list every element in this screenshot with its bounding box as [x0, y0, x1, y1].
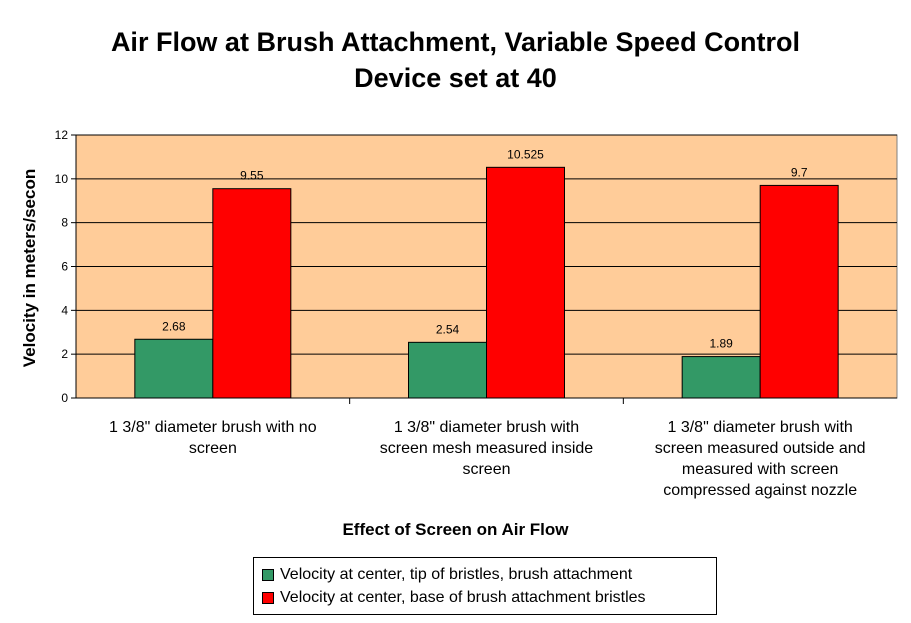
data-label-s1-c0: 9.55 — [240, 169, 264, 183]
data-label-s1-c1: 10.525 — [507, 147, 544, 161]
data-label-s0-c2: 1.89 — [709, 337, 733, 351]
data-label-s0-c0: 2.68 — [162, 319, 186, 333]
y-tick-label-3: 6 — [61, 260, 68, 274]
bar-s1-c1 — [486, 166, 565, 399]
bar-s1-c2 — [759, 184, 839, 399]
legend: Velocity at center, tip of bristles, bru… — [253, 557, 717, 615]
y-tick-label-4: 8 — [61, 216, 68, 230]
x-category-label-2-line-3: compressed against nozzle — [663, 482, 858, 499]
y-axis-title: Velocity in meters/secon — [20, 168, 39, 368]
legend-item-tip: Velocity at center, tip of bristles, bru… — [262, 563, 716, 586]
bar-s1-c0 — [212, 188, 292, 399]
x-category-label-1-line-1: screen mesh measured inside — [379, 440, 594, 457]
y-tick-label-6: 12 — [55, 128, 69, 142]
data-label-s1-c2: 9.7 — [791, 165, 808, 179]
y-tick-label-0: 0 — [61, 391, 68, 405]
y-tick-label-2: 4 — [61, 303, 68, 317]
x-axis-title: Effect of Screen on Air Flow — [342, 520, 569, 539]
data-label-s0-c1: 2.54 — [436, 322, 460, 336]
x-category-label-1-line-0: 1 3/8" diameter brush with — [393, 419, 580, 436]
y-tick-label-1: 2 — [61, 347, 68, 361]
bar-s0-c0 — [134, 338, 214, 399]
x-category-label-1: 1 3/8" diameter brush with screen mesh me… — [350, 417, 624, 480]
legend-label-base: Velocity at center, base of brush attach… — [280, 588, 646, 606]
chart-title-line-1: Air Flow at Brush Attachment, Variable S… — [110, 27, 801, 57]
legend-item-base: Velocity at center, base of brush attach… — [262, 586, 716, 609]
bar-s0-c2 — [681, 356, 761, 399]
x-category-label-2-line-1: screen measured outside and — [654, 440, 866, 457]
y-tick-label-5: 10 — [55, 172, 69, 186]
x-category-label-0: 1 3/8" diameter brush with no screen — [76, 417, 350, 459]
x-category-label-2-line-2: measured with screen — [681, 461, 839, 478]
x-category-label-0-line-0: 1 3/8" diameter brush with no — [109, 419, 317, 436]
x-category-label-2-line-0: 1 3/8" diameter brush with — [667, 419, 853, 436]
x-category-label-2: 1 3/8" diameter brush with screen measure… — [623, 417, 897, 501]
chart-title-line-2: Device set at 40 — [354, 63, 557, 93]
legend-swatch-base — [262, 591, 274, 604]
bar-s0-c1 — [408, 341, 487, 399]
chart-title: Air Flow at Brush Attachment, Variable S… — [0, 24, 911, 96]
x-category-label-1-line-2: screen — [462, 461, 511, 478]
x-category-label-0-line-1: screen — [188, 440, 237, 457]
legend-label-tip: Velocity at center, tip of bristles, bru… — [280, 565, 633, 583]
legend-swatch-tip — [262, 568, 274, 581]
